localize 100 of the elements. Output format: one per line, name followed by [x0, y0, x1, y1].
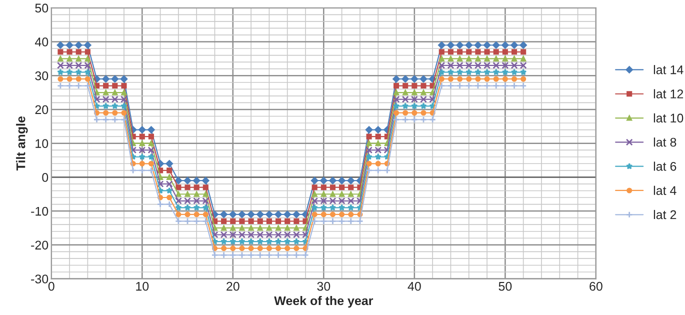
- point: [284, 218, 290, 224]
- point: [457, 49, 463, 55]
- point: [166, 160, 174, 168]
- point: [520, 41, 527, 49]
- point: [484, 82, 491, 90]
- point: [84, 76, 90, 82]
- point: [302, 231, 309, 238]
- point: [257, 246, 263, 252]
- point: [238, 252, 246, 259]
- y-axis-title: Tilt angle: [16, 116, 28, 171]
- point: [502, 62, 509, 69]
- point: [339, 212, 345, 218]
- point: [348, 191, 354, 197]
- y-tick-label: 40: [34, 38, 48, 46]
- point: [447, 82, 454, 90]
- point: [84, 68, 92, 76]
- point: [84, 82, 92, 90]
- point: [510, 82, 518, 90]
- point: [329, 197, 336, 204]
- point: [266, 231, 273, 238]
- point: [294, 225, 300, 231]
- point: [374, 146, 382, 154]
- point: [329, 218, 336, 225]
- point: [230, 225, 236, 231]
- legend-label: lat 10: [654, 113, 684, 123]
- point: [276, 225, 282, 231]
- point: [166, 168, 172, 174]
- point: [102, 96, 110, 103]
- point: [320, 184, 326, 190]
- point: [58, 76, 64, 82]
- point: [84, 49, 90, 55]
- point: [339, 191, 345, 197]
- point: [156, 180, 164, 188]
- point: [276, 218, 282, 224]
- point: [148, 160, 154, 166]
- point: [111, 96, 118, 103]
- point: [266, 225, 272, 231]
- point: [375, 134, 381, 140]
- point: [121, 82, 127, 89]
- point: [347, 197, 354, 204]
- point: [412, 82, 418, 89]
- point: [420, 110, 426, 116]
- point: [284, 246, 290, 252]
- point: [202, 212, 208, 218]
- point: [338, 176, 346, 184]
- point: [293, 238, 300, 244]
- point: [366, 146, 373, 154]
- point: [111, 116, 118, 124]
- point: [284, 252, 291, 259]
- point: [393, 90, 400, 96]
- point: [266, 238, 273, 244]
- point: [484, 56, 490, 62]
- point: [193, 218, 200, 225]
- point: [176, 212, 182, 218]
- point: [74, 41, 82, 49]
- point: [474, 41, 482, 49]
- point: [211, 231, 218, 238]
- point: [184, 197, 191, 204]
- point: [438, 68, 445, 76]
- point: [466, 56, 472, 62]
- point: [438, 82, 446, 90]
- point: [239, 225, 245, 231]
- y-tick-label: 50: [35, 4, 48, 13]
- point: [438, 49, 444, 55]
- point: [510, 62, 518, 69]
- point: [102, 116, 110, 124]
- point: [339, 184, 345, 190]
- point: [66, 76, 72, 82]
- point: [256, 252, 264, 259]
- point: [112, 82, 118, 89]
- point: [520, 49, 526, 55]
- point: [184, 184, 190, 190]
- point: [492, 68, 500, 76]
- y-tick-label: 30: [35, 71, 48, 80]
- point: [221, 246, 227, 252]
- point: [238, 238, 246, 244]
- point: [284, 210, 291, 218]
- point: [102, 75, 110, 83]
- point: [465, 41, 473, 49]
- point: [402, 110, 408, 116]
- point: [329, 176, 336, 184]
- point: [447, 41, 454, 49]
- point: [276, 246, 282, 252]
- point: [448, 56, 454, 62]
- point: [247, 210, 255, 218]
- point: [256, 231, 264, 238]
- point: [274, 231, 282, 238]
- point: [84, 56, 90, 62]
- point: [420, 96, 427, 103]
- point: [365, 126, 373, 134]
- point: [457, 76, 463, 82]
- x-tick-label: 40: [408, 282, 421, 291]
- point: [412, 110, 418, 116]
- point: [348, 204, 354, 211]
- legend-label: lat 14: [654, 65, 684, 74]
- point: [184, 176, 192, 184]
- point: [120, 102, 128, 110]
- point: [484, 68, 490, 76]
- point: [256, 238, 264, 244]
- point: [392, 102, 400, 110]
